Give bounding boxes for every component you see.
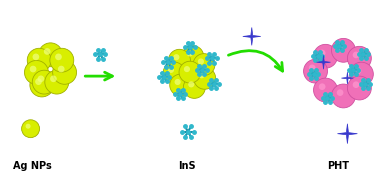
Circle shape [347,76,371,100]
Circle shape [353,81,359,88]
Polygon shape [341,72,353,84]
Circle shape [50,48,74,72]
Circle shape [198,59,204,65]
Circle shape [184,66,190,72]
Circle shape [332,84,355,108]
Circle shape [183,77,205,98]
Circle shape [337,44,344,50]
Circle shape [53,61,77,84]
Circle shape [35,78,42,85]
Circle shape [33,54,39,60]
Circle shape [39,43,62,67]
Circle shape [170,74,192,96]
Circle shape [198,72,204,78]
Text: InS: InS [178,161,196,171]
Circle shape [353,52,359,58]
Circle shape [337,89,344,96]
Circle shape [25,61,48,84]
Circle shape [355,68,361,74]
Circle shape [313,78,338,102]
Circle shape [188,81,194,87]
FancyArrowPatch shape [228,51,283,71]
Circle shape [319,50,325,56]
Circle shape [193,54,215,75]
Circle shape [168,67,174,73]
Circle shape [50,75,57,82]
FancyArrowPatch shape [85,72,112,80]
Circle shape [44,48,51,55]
Text: Ag NPs: Ag NPs [13,161,52,171]
Circle shape [313,44,338,68]
Circle shape [319,83,325,90]
Text: PHT: PHT [327,161,349,171]
Circle shape [347,46,371,70]
Polygon shape [338,124,357,144]
Circle shape [169,49,191,71]
Circle shape [30,73,54,97]
Circle shape [309,64,316,71]
Circle shape [37,75,44,82]
Circle shape [30,66,36,72]
Circle shape [194,67,215,89]
Circle shape [163,62,185,84]
Circle shape [332,38,355,62]
Polygon shape [316,55,330,69]
Circle shape [58,66,65,72]
Circle shape [22,120,40,138]
Circle shape [304,59,327,83]
Circle shape [55,54,62,60]
Circle shape [182,46,204,67]
Circle shape [26,124,31,129]
Polygon shape [243,27,261,45]
Circle shape [179,61,201,83]
Circle shape [187,50,193,56]
Circle shape [349,62,373,86]
Circle shape [45,70,69,94]
Circle shape [27,48,51,72]
Circle shape [32,70,56,94]
Circle shape [173,54,180,60]
Circle shape [175,79,181,85]
